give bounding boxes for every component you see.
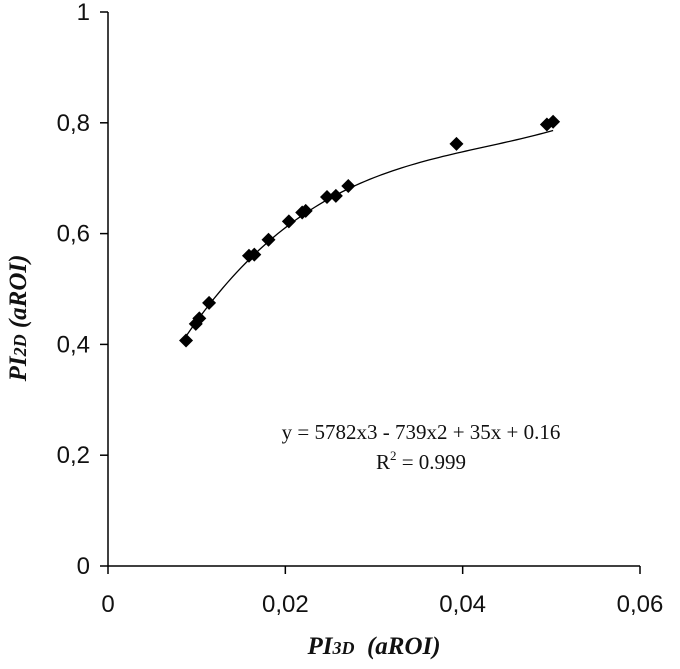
polynomial-trendline — [185, 129, 554, 337]
data-point — [546, 114, 561, 129]
r-squared-label: R2 = 0.999 — [376, 448, 466, 474]
data-point — [298, 203, 313, 218]
y-tick-label: 0,4 — [57, 331, 90, 358]
r-squared-exponent: 2 — [390, 448, 397, 463]
y-axis-title-main: PI — [5, 355, 32, 382]
x-axis-title-tail: (aROI) — [354, 633, 440, 660]
y-tick-label: 1 — [77, 0, 90, 26]
data-point — [281, 214, 296, 229]
y-tick-label: 0 — [77, 553, 90, 580]
y-axis-title-sub: 2D — [10, 334, 30, 357]
tick-labels: 0 0,2 0,4 0,6 0,8 1 0 0,02 0,04 0,06 — [57, 0, 664, 618]
y-axis-title-tail: (aROI) — [5, 255, 32, 335]
y-tick-label: 0,6 — [57, 221, 90, 248]
x-axis-title-sub: 3D — [331, 638, 354, 658]
x-tick-label: 0,04 — [439, 591, 486, 618]
x-axis-title: PI3D (aROI) — [306, 633, 440, 660]
data-point — [449, 136, 464, 151]
axes — [107, 12, 640, 567]
x-tick-label: 0,02 — [262, 591, 309, 618]
x-tick-label: 0,06 — [617, 591, 664, 618]
data-point — [341, 178, 356, 193]
ticks — [100, 11, 641, 574]
data-point — [320, 190, 335, 205]
data-points — [179, 114, 561, 348]
y-tick-label: 0,2 — [57, 442, 90, 469]
y-axis-title: PI2D (aROI) — [5, 255, 32, 383]
data-point — [261, 232, 276, 247]
x-axis-title-main: PI — [306, 633, 333, 660]
data-point — [202, 295, 217, 310]
x-tick-label: 0 — [101, 591, 114, 618]
data-point — [192, 311, 207, 326]
r-squared-base: R — [376, 450, 390, 474]
data-point — [328, 188, 343, 203]
trendline-equation: y = 5782x3 - 739x2 + 35x + 0.16 — [282, 420, 561, 444]
data-point — [179, 333, 194, 348]
r-squared-value: = 0.999 — [396, 450, 466, 474]
data-point — [247, 247, 262, 262]
y-tick-label: 0,8 — [57, 110, 90, 137]
